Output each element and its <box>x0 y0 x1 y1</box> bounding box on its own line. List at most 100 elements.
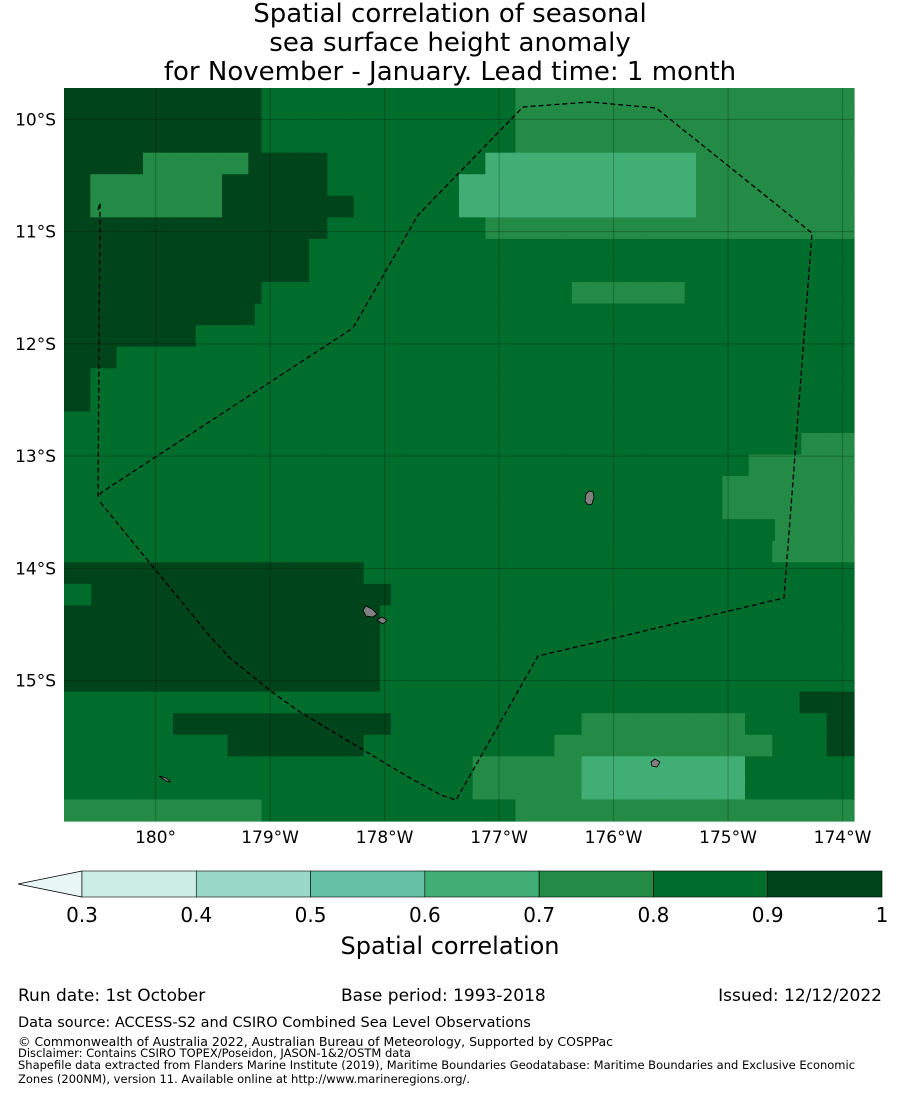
grid-cell <box>205 282 234 305</box>
grid-cell <box>222 346 249 369</box>
grid-cell <box>772 238 801 262</box>
grid-cell <box>254 713 283 736</box>
grid-cell <box>363 303 392 326</box>
grid-cell <box>472 303 501 326</box>
grid-cell <box>430 88 460 111</box>
grid-cell <box>116 626 144 650</box>
grid-cell <box>281 691 310 714</box>
grid-cell <box>690 562 719 585</box>
grid-cell <box>643 411 671 434</box>
grid-cell <box>116 174 144 197</box>
grid-cell <box>797 131 827 154</box>
grid-cell <box>600 131 629 154</box>
grid-cell <box>617 174 644 197</box>
grid-cell <box>309 583 338 607</box>
grid-cell <box>825 282 855 305</box>
grid-cell <box>499 734 528 757</box>
grid-cell <box>656 799 686 822</box>
grid-cell <box>499 303 528 326</box>
grid-cell <box>301 626 328 650</box>
grid-cell <box>432 368 460 391</box>
grid-cell <box>336 777 365 801</box>
grid-cell <box>64 389 91 412</box>
colorbar-tick-label: 0.4 <box>180 903 212 927</box>
grid-cell <box>380 389 407 412</box>
grid-cell <box>380 648 407 671</box>
grid-cell <box>485 368 513 391</box>
grid-cell <box>669 454 697 477</box>
grid-cell <box>169 605 197 628</box>
grid-cell <box>669 152 697 175</box>
grid-cell <box>801 476 829 499</box>
grid-cell <box>205 88 234 111</box>
grid-cell <box>696 605 723 628</box>
grid-cell <box>538 497 565 520</box>
grid-cell <box>690 713 719 736</box>
grid-cell <box>445 562 474 585</box>
grid-cell <box>176 799 206 822</box>
grid-cell <box>432 389 460 412</box>
grid-cell <box>775 152 802 175</box>
grid-cell <box>90 346 118 369</box>
grid-cell <box>64 691 92 714</box>
grid-cell <box>459 195 486 218</box>
grid-cell <box>91 583 120 607</box>
colorbar-tick-label: 1 <box>876 903 889 927</box>
grid-cell <box>772 777 801 801</box>
grid-cell <box>717 303 746 326</box>
grid-cell <box>432 411 460 434</box>
grid-cell <box>301 325 328 348</box>
grid-cell <box>200 260 229 283</box>
grid-cell <box>64 540 92 563</box>
grid-cell <box>538 174 565 197</box>
grid-cell <box>472 756 501 779</box>
grid-cell <box>432 670 460 693</box>
grid-cell <box>801 454 829 477</box>
grid-cell <box>581 777 610 801</box>
lon-tick-label: 179°W <box>241 828 299 848</box>
grid-cell <box>722 152 750 175</box>
grid-cell <box>543 88 573 111</box>
grid-cell <box>248 476 276 499</box>
grid-cell <box>696 346 723 369</box>
grid-cell <box>663 562 692 585</box>
grid-cell <box>527 756 555 779</box>
grid-cell <box>485 476 513 499</box>
grid-cell <box>590 454 618 477</box>
grid-cell <box>281 238 310 262</box>
grid-cell <box>309 238 338 262</box>
grid-cell <box>418 562 446 585</box>
grid-cell <box>195 454 223 477</box>
grid-cell <box>617 648 644 671</box>
grid-cell <box>261 88 291 111</box>
grid-cell <box>200 691 229 714</box>
grid-cell <box>374 109 404 132</box>
grid-cell <box>64 648 91 671</box>
grid-cell <box>64 476 91 499</box>
grid-cell <box>90 497 118 520</box>
grid-cell <box>801 389 829 412</box>
grid-cell <box>195 389 223 412</box>
grid-cell <box>643 368 671 391</box>
grid-cell <box>581 238 610 262</box>
grid-cell <box>380 174 407 197</box>
map-title-line-3: for November - January. Lead time: 1 mon… <box>163 57 737 87</box>
grid-cell <box>317 799 347 822</box>
grid-cell <box>741 88 770 111</box>
grid-cell <box>120 799 150 822</box>
grid-cell <box>327 454 355 477</box>
grid-cell <box>406 411 434 434</box>
grid-cell <box>643 519 671 542</box>
grid-cell <box>390 540 419 563</box>
grid-cell <box>222 670 249 693</box>
grid-cell <box>222 325 249 348</box>
grid-cell <box>499 260 528 283</box>
colorbar-tick-label: 0.5 <box>295 903 327 927</box>
grid-cell <box>374 88 404 111</box>
grid-cell <box>617 626 644 650</box>
grid-cell <box>769 799 799 822</box>
grid-cell <box>222 476 249 499</box>
grid-cell <box>274 325 302 348</box>
grid-cell <box>459 325 486 348</box>
grid-cell <box>459 109 488 132</box>
